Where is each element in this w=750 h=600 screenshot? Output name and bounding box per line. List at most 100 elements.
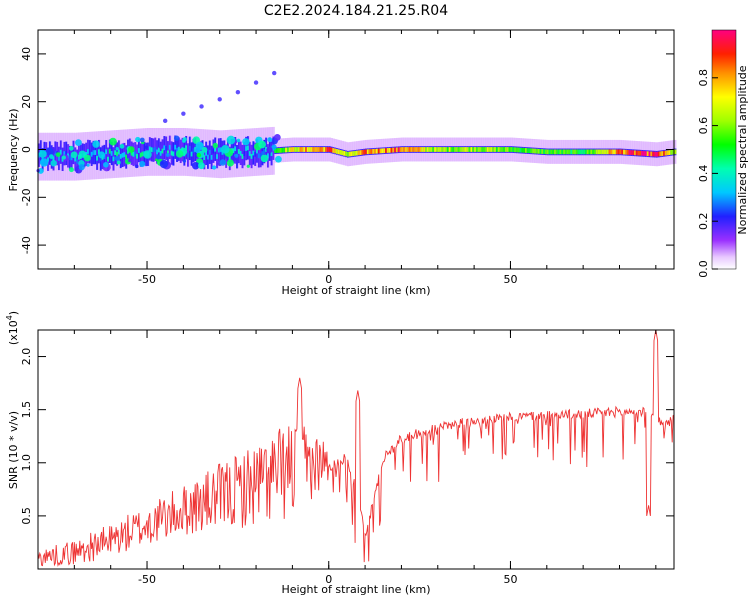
spectrogram-core-cell (68, 155, 72, 161)
spectrogram-core-cell (481, 147, 484, 152)
spectrogram-core-cell (505, 147, 508, 152)
spectrogram-blob (83, 154, 91, 162)
spectrogram-core-cell (212, 148, 215, 154)
spectrogram-core-cell (441, 147, 444, 152)
spectrogram-core-cell (250, 154, 254, 159)
spectrogram-core-cell (301, 147, 304, 152)
spectrogram-core-cell (588, 149, 592, 155)
spectrogram-blob (114, 155, 120, 162)
spectrogram-core-cell (650, 151, 653, 157)
spectrogram-core-cell (503, 147, 506, 152)
spectrogram-core-cell (443, 147, 446, 152)
spectrogram-core-cell (435, 147, 439, 152)
spectrogram-core-cell (608, 149, 611, 155)
spectrogram-core-cell (139, 152, 143, 158)
spectrogram-blob (165, 153, 170, 158)
snr-frame (37, 329, 675, 570)
x-tick-label: 0 (325, 573, 332, 586)
spectrogram-core-cell (634, 150, 637, 156)
spectrogram-core-cell (254, 151, 257, 157)
spectrogram-core-cell (403, 147, 406, 152)
spectrogram-blob (144, 145, 148, 149)
spectrogram-core-cell (117, 149, 121, 155)
spectrogram-core-cell (141, 151, 144, 157)
colorbar-tick-label: 0.6 (697, 117, 710, 135)
spectrogram-blob (211, 165, 217, 170)
spectrogram-blob (267, 137, 273, 143)
spectrogram-core-cell (290, 147, 293, 153)
spectrogram-core-cell (663, 150, 666, 156)
spectrogram-core-cell (96, 155, 99, 161)
spectrogram-core-cell (57, 156, 61, 161)
spectrogram-blob (78, 150, 87, 158)
spectrogram-core-cell (174, 144, 177, 150)
spectrogram-core-cell (399, 147, 403, 153)
spectrogram-core-cell (352, 151, 355, 156)
spectrogram-core-cell (90, 151, 94, 157)
spectrogram-core-cell (343, 150, 346, 156)
spectrogram-core-cell (328, 147, 332, 152)
spectrogram-heatmap (36, 70, 677, 181)
spectrogram-core-cell (208, 149, 212, 155)
spectrogram-core-cell (463, 147, 466, 152)
spectrogram-core-cell (575, 149, 579, 155)
spectrogram-core-cell (116, 151, 119, 157)
spectrogram-core-cell (375, 148, 379, 154)
spectrogram-blob (197, 162, 205, 170)
spectrogram-blob (119, 144, 125, 149)
spectrogram-blob (98, 151, 106, 159)
spectrogram-core-cell (210, 154, 214, 160)
spectrogram-core-cell (281, 147, 284, 153)
spectrogram-core-cell (641, 150, 644, 156)
spectrogram-blob (86, 163, 90, 167)
spectrogram-core-cell (76, 158, 79, 164)
spectrogram-core-cell (495, 147, 499, 152)
snr-series-line (37, 329, 675, 568)
spectrogram-core-cell (632, 150, 635, 156)
spectrogram-blob (109, 137, 117, 146)
spectrogram-core-cell (325, 147, 328, 152)
spectrogram-core-cell (205, 150, 208, 156)
spectrogram-core-cell (397, 147, 401, 153)
spectrogram-core-cell (310, 147, 313, 152)
colorbar-label: Normalized spectral amplitude (736, 65, 749, 234)
spectrogram-blob (182, 159, 187, 163)
spectrogram-core-cell (521, 147, 524, 153)
spectrogram-blob (103, 161, 109, 168)
spectrogram-core-cell (385, 148, 388, 153)
spectrogram-core-cell (461, 147, 464, 152)
spectrogram-core-cell (528, 148, 532, 154)
spectrogram-core-cell (70, 155, 74, 161)
spectrogram-core-cell (583, 149, 586, 155)
spectrogram-core-cell (554, 149, 557, 155)
spectrogram-blob (128, 146, 135, 153)
spectrogram-core-cell (617, 149, 621, 155)
spectrogram-echo-point (272, 70, 277, 76)
spectrogram-core-cell (666, 150, 670, 156)
snr-y-label: SNR (10 * v/v) (7, 411, 20, 489)
spectrogram-blob (221, 145, 230, 154)
spectrogram-core-cell (294, 147, 297, 152)
spectrogram-core-cell (308, 147, 312, 152)
spectrogram-blob (246, 164, 250, 168)
spectrogram-blob (50, 159, 57, 167)
colorbar: 0.0 0.2 0.4 0.6 0.8 Normalized spectral ampl… (697, 29, 749, 278)
spectrogram-core-cell (652, 151, 655, 157)
spectrogram-core-cell (564, 149, 568, 155)
spectrogram-core-cell (535, 148, 539, 154)
spectrogram-blob (45, 147, 54, 156)
spectrogram-blob (275, 155, 282, 163)
spectrogram-core-cell (530, 148, 533, 154)
spectrogram-core-cell (157, 147, 161, 153)
spectrogram-core-cell (544, 149, 548, 155)
spectrogram-core-cell (52, 156, 55, 162)
colorbar-ticks: 0.0 0.2 0.4 0.6 0.8 (697, 69, 718, 278)
spectrogram-echo-point (199, 104, 204, 109)
spectrogram-core-cell (297, 147, 301, 152)
spectrogram-blob (49, 154, 54, 159)
spectrogram-core-cell (670, 149, 673, 155)
spectrogram-core-cell (572, 149, 575, 155)
spectrogram-core-cell (54, 150, 57, 156)
spectrogram-blob (181, 138, 186, 143)
